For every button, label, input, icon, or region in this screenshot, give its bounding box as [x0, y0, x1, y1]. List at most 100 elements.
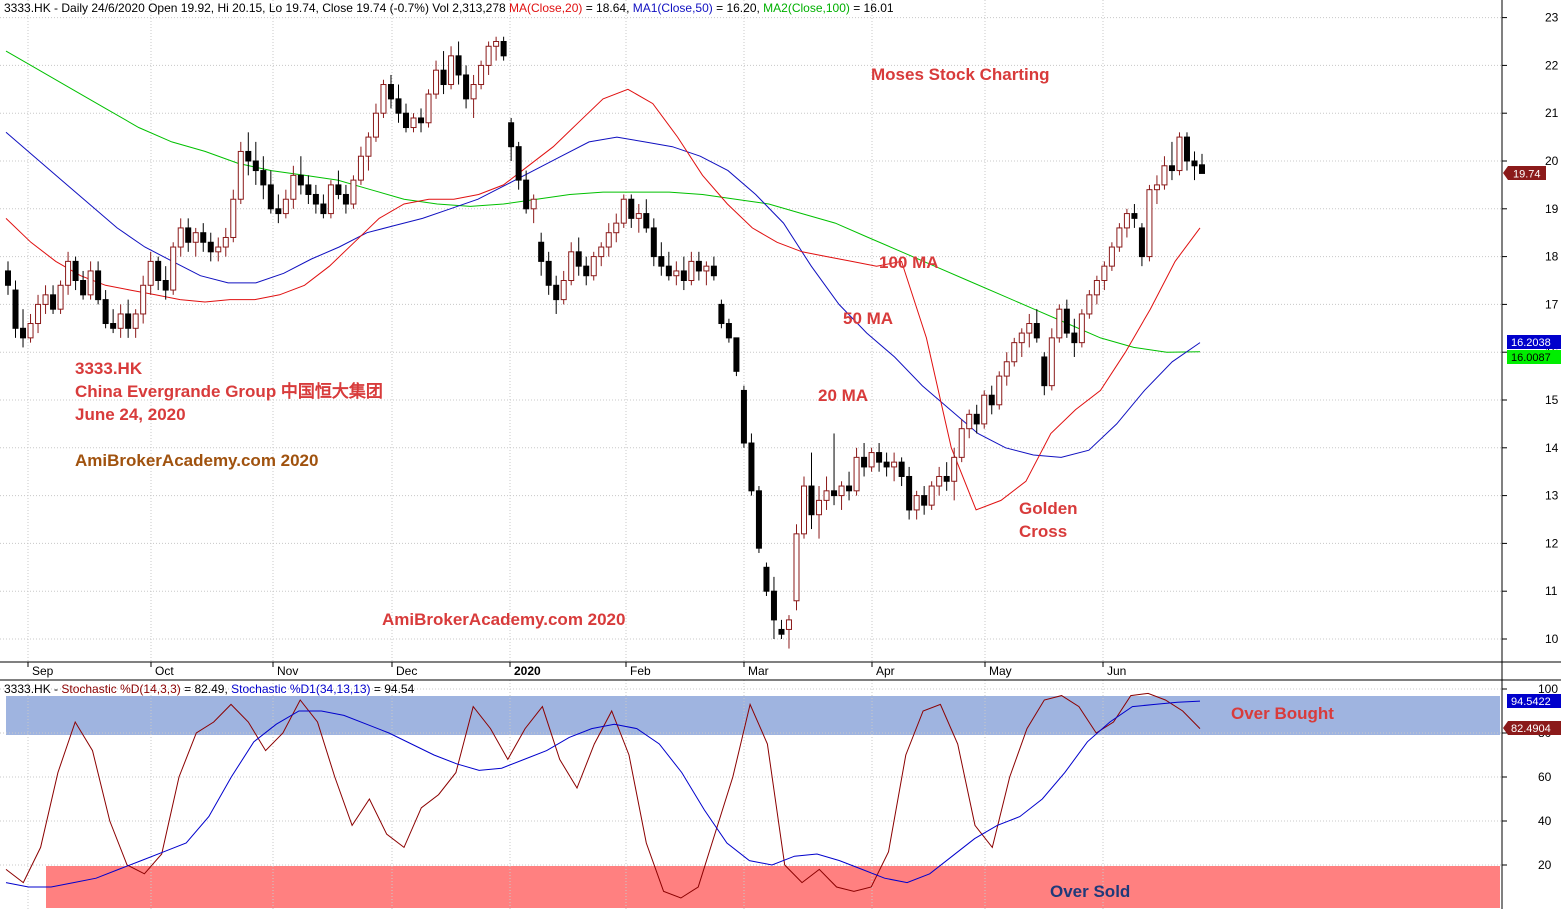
candle-body-down	[778, 628, 785, 635]
price-tick-label: 12	[1545, 536, 1559, 550]
candle-body-down	[395, 98, 402, 114]
candle-body-up	[1146, 189, 1153, 258]
candle-body-up	[140, 284, 147, 315]
candle-body-up	[816, 499, 823, 516]
candle-body-up	[470, 84, 477, 100]
candle-body-down	[1033, 323, 1040, 339]
candle-body-down	[252, 160, 259, 172]
candle-body-down	[650, 227, 657, 258]
candle-body-down	[80, 280, 87, 296]
candle-body-up	[237, 150, 244, 200]
candle-body-up	[951, 456, 958, 482]
stoch-d1-header-value: = 94.54	[371, 682, 415, 696]
annotation-site-2: AmiBrokerAcademy.com 2020	[382, 610, 625, 629]
candle-body-down	[275, 208, 282, 215]
candle-body-up	[1093, 280, 1100, 296]
stochastic-d1-line	[5, 700, 1201, 888]
candle-body-down	[1183, 136, 1190, 162]
oscillator-tick-label: 40	[1538, 814, 1552, 828]
candle-body-up	[1003, 361, 1010, 377]
candle-body-up	[1153, 184, 1160, 191]
candle-body-down	[20, 327, 27, 339]
price-tick-label: 23	[1545, 11, 1559, 25]
candle-body-up	[170, 246, 177, 291]
candle-body-up	[981, 394, 988, 425]
candle-body-down	[440, 69, 447, 86]
candle-body-up	[793, 533, 800, 602]
month-tick-label: May	[989, 664, 1012, 678]
candle-body-down	[1071, 332, 1078, 344]
candle-body-down	[515, 146, 522, 181]
candle-body-up	[1056, 308, 1063, 339]
price-tick-label: 21	[1545, 106, 1559, 120]
price-tick-label: 13	[1545, 489, 1559, 503]
candle-body-up	[215, 246, 222, 253]
candle-body-up	[688, 260, 695, 282]
candle-body-down	[1063, 308, 1070, 334]
candle-body-up	[1048, 337, 1055, 387]
oscillator-tick-label: 20	[1538, 858, 1552, 872]
candle-body-up	[1116, 227, 1123, 248]
month-tick-label: Nov	[277, 664, 298, 678]
candle-body-up	[192, 232, 199, 243]
price-tick-label: 15	[1545, 393, 1559, 407]
candle-body-down	[898, 461, 905, 477]
oscillator-grid	[0, 688, 1507, 866]
ma50-value-text: 16.2038	[1511, 337, 1551, 349]
ma50-header-label: MA1(Close,50)	[633, 1, 713, 15]
candle-body-down	[500, 41, 507, 57]
oversold-zone	[46, 866, 1500, 908]
annotation-date: June 24, 2020	[75, 405, 186, 424]
close-value-badge: 19.74	[1503, 166, 1546, 181]
candle-body-up	[605, 232, 612, 248]
stoch-d1-header-label: Stochastic %D1(34,13,13)	[231, 682, 370, 696]
candle-body-up	[87, 270, 94, 296]
candle-body-up	[425, 93, 432, 124]
candle-body-down	[185, 227, 192, 243]
candle-body-down	[1131, 213, 1138, 219]
candle-body-down	[50, 294, 57, 310]
candle-body-down	[628, 198, 635, 219]
candle-body-down	[200, 232, 207, 243]
candle-body-up	[1018, 332, 1025, 344]
candle-body-up	[785, 619, 792, 630]
candle-body-up	[177, 227, 184, 248]
candle-body-up	[478, 64, 485, 86]
candle-body-up	[568, 251, 575, 282]
month-tick-label: 2020	[514, 664, 541, 678]
candle-body-down	[387, 84, 394, 100]
stoch-value-text: 82.4904	[1511, 723, 1551, 735]
ma20-header-label: MA(Close,20)	[509, 1, 582, 15]
annotation-oversold: Over Sold	[1050, 882, 1130, 901]
candle-body-up	[966, 413, 973, 430]
close-value-text: 19.74	[1513, 169, 1541, 181]
candle-body-up	[1108, 246, 1115, 267]
ma100-header-value: = 16.01	[850, 1, 894, 15]
candle-body-down	[335, 184, 342, 195]
stoch-d1-value-badge: 94.5422	[1507, 694, 1561, 708]
candle-body-up	[448, 55, 455, 86]
candle-body-down	[808, 485, 815, 516]
oscillator-tick-label: 60	[1538, 770, 1552, 784]
ma50-value-badge: 16.2038	[1507, 335, 1561, 349]
month-tick-label: Feb	[630, 664, 651, 678]
candle-body-down	[658, 256, 665, 267]
candle-body-down	[538, 241, 545, 262]
candle-body-down	[207, 241, 214, 253]
candle-body-down	[725, 323, 732, 339]
candle-body-up	[673, 270, 680, 277]
month-tick-label: Sep	[32, 664, 54, 678]
candle-body-down	[403, 112, 409, 129]
candle-body-down	[831, 490, 838, 497]
candle-body-up	[996, 375, 1003, 406]
month-tick-label: Mar	[748, 664, 769, 678]
candle-body-down	[846, 485, 853, 492]
candle-body-down	[733, 337, 740, 372]
ma100-value-badge: 16.0087	[1507, 350, 1561, 364]
candle-body-down	[162, 280, 169, 291]
candlesticks	[5, 36, 1205, 649]
ma20-header-value: = 18.64,	[582, 1, 632, 15]
candle-body-down	[1041, 356, 1048, 387]
